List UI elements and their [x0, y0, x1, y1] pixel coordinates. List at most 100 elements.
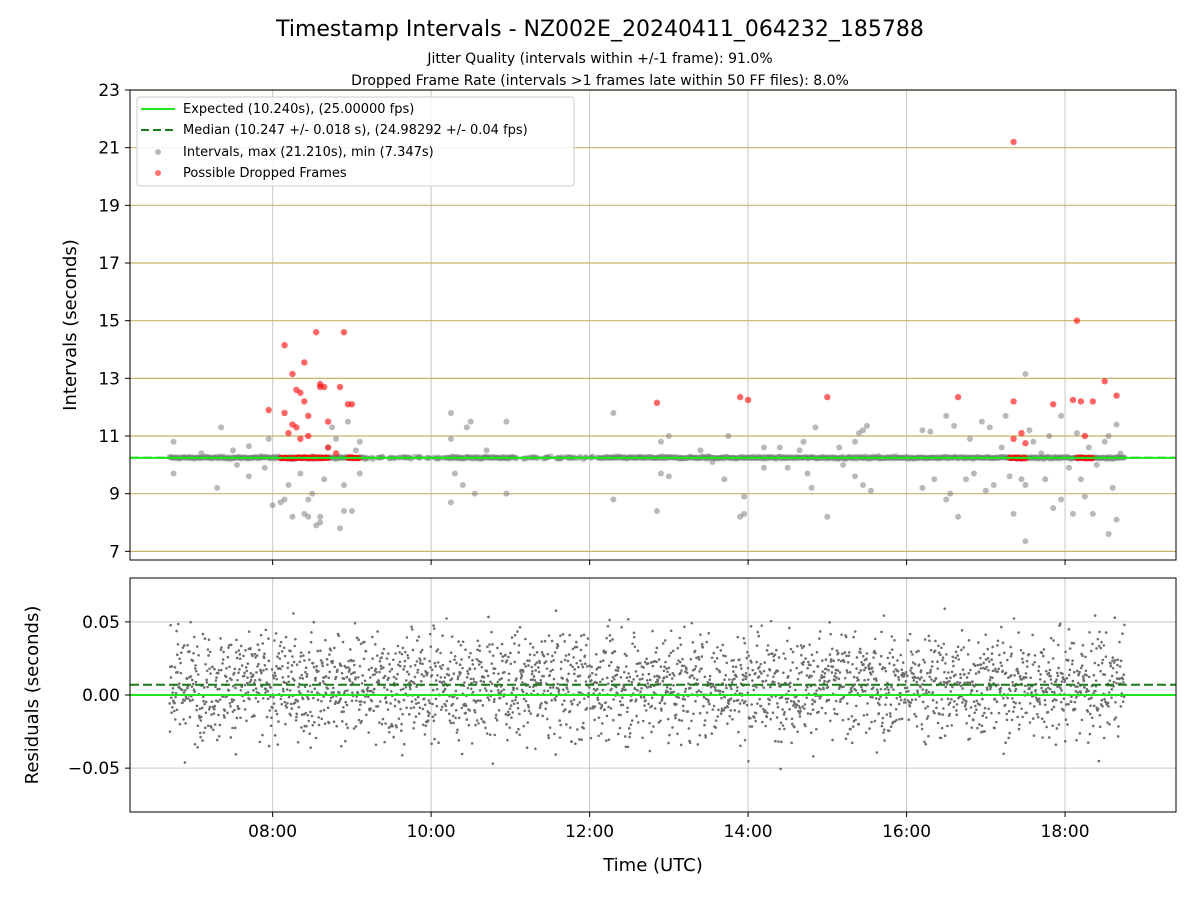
- residual-point: [1055, 727, 1059, 730]
- residual-point: [340, 710, 343, 714]
- residual-point: [1049, 636, 1053, 640]
- residual-point: [1013, 705, 1016, 709]
- residual-point: [267, 659, 271, 663]
- residual-point: [338, 691, 341, 695]
- residual-point: [982, 661, 985, 665]
- residual-point: [879, 687, 883, 691]
- residual-point: [381, 717, 385, 721]
- interval-point: [1010, 510, 1017, 517]
- residual-point: [423, 733, 427, 736]
- residual-point: [280, 650, 284, 653]
- residual-point: [262, 669, 265, 672]
- residual-point: [509, 651, 512, 655]
- x-tick-label: 12:00: [565, 822, 614, 842]
- residual-point: [579, 691, 582, 694]
- residual-point: [1040, 717, 1044, 720]
- residual-point: [1005, 718, 1009, 722]
- residual-point: [358, 664, 362, 668]
- residual-point: [978, 703, 982, 707]
- residual-point: [479, 660, 483, 664]
- residual-point: [940, 726, 944, 730]
- residual-point: [971, 680, 974, 683]
- residual-point: [597, 702, 601, 705]
- residual-point: [444, 708, 448, 712]
- residual-point: [1059, 700, 1063, 704]
- residual-point: [978, 723, 981, 726]
- residual-point: [433, 737, 436, 741]
- residual-point: [548, 673, 551, 677]
- residual-point: [463, 681, 466, 684]
- residual-point: [912, 672, 915, 676]
- residual-point: [211, 665, 214, 669]
- residual-point: [663, 665, 666, 669]
- residual-point: [341, 720, 344, 723]
- residual-point: [732, 699, 736, 703]
- residual-point: [539, 678, 543, 682]
- residual-point: [326, 663, 329, 666]
- residual-point: [170, 664, 174, 668]
- residual-point: [442, 680, 446, 683]
- residual-point: [443, 687, 447, 691]
- residual-point: [712, 651, 716, 655]
- residual-point: [946, 724, 949, 728]
- residual-point: [663, 639, 667, 642]
- residual-point: [783, 710, 786, 714]
- residual-point: [741, 699, 744, 702]
- residual-point: [372, 691, 375, 694]
- residual-point: [666, 717, 670, 721]
- residual-point: [396, 644, 400, 648]
- residual-point: [915, 650, 918, 654]
- residual-point: [452, 672, 456, 675]
- interval-point: [836, 444, 843, 451]
- residual-point: [962, 698, 965, 701]
- residual-point: [945, 653, 948, 656]
- residual-point: [1093, 661, 1097, 665]
- residual-point: [961, 701, 964, 704]
- residual-point: [242, 674, 246, 678]
- residual-point: [767, 702, 771, 706]
- residual-point: [521, 681, 524, 684]
- dropped-frame-point: [265, 406, 272, 414]
- residual-point: [563, 658, 567, 662]
- residual-point: [498, 678, 502, 681]
- residual-point: [659, 719, 662, 723]
- residual-point: [915, 725, 919, 728]
- residual-point: [906, 638, 910, 642]
- residual-point: [951, 655, 955, 659]
- interval-point: [230, 447, 237, 454]
- residual-point: [720, 709, 724, 713]
- residual-point: [491, 643, 494, 646]
- dropped-frame-point: [824, 393, 831, 401]
- residual-point: [380, 722, 384, 726]
- residual-point: [723, 695, 727, 699]
- residual-point: [554, 609, 558, 613]
- residual-point: [467, 723, 471, 727]
- residual-point: [586, 637, 590, 640]
- residual-point: [616, 669, 620, 673]
- residual-point: [834, 668, 838, 672]
- residual-point: [1044, 688, 1048, 691]
- residual-point: [974, 704, 977, 708]
- residual-point: [393, 704, 397, 708]
- residual-point: [544, 660, 548, 663]
- residual-point: [997, 683, 1000, 687]
- residual-point: [950, 670, 954, 674]
- residual-point: [464, 711, 468, 715]
- interval-point: [245, 443, 252, 450]
- residual-point: [936, 721, 940, 725]
- residual-point: [769, 685, 772, 689]
- interval-point: [265, 435, 272, 442]
- residual-point: [552, 658, 555, 662]
- residual-point: [483, 721, 486, 724]
- residual-point: [798, 715, 802, 718]
- residual-point: [372, 709, 375, 713]
- residual-point: [827, 668, 830, 672]
- residual-point: [895, 718, 898, 722]
- residual-point: [880, 724, 884, 728]
- residual-point: [1098, 713, 1102, 717]
- interval-point: [1042, 476, 1049, 483]
- residual-point: [334, 700, 337, 703]
- residual-point: [801, 705, 804, 708]
- residual-point: [665, 675, 669, 679]
- residual-point: [715, 689, 718, 692]
